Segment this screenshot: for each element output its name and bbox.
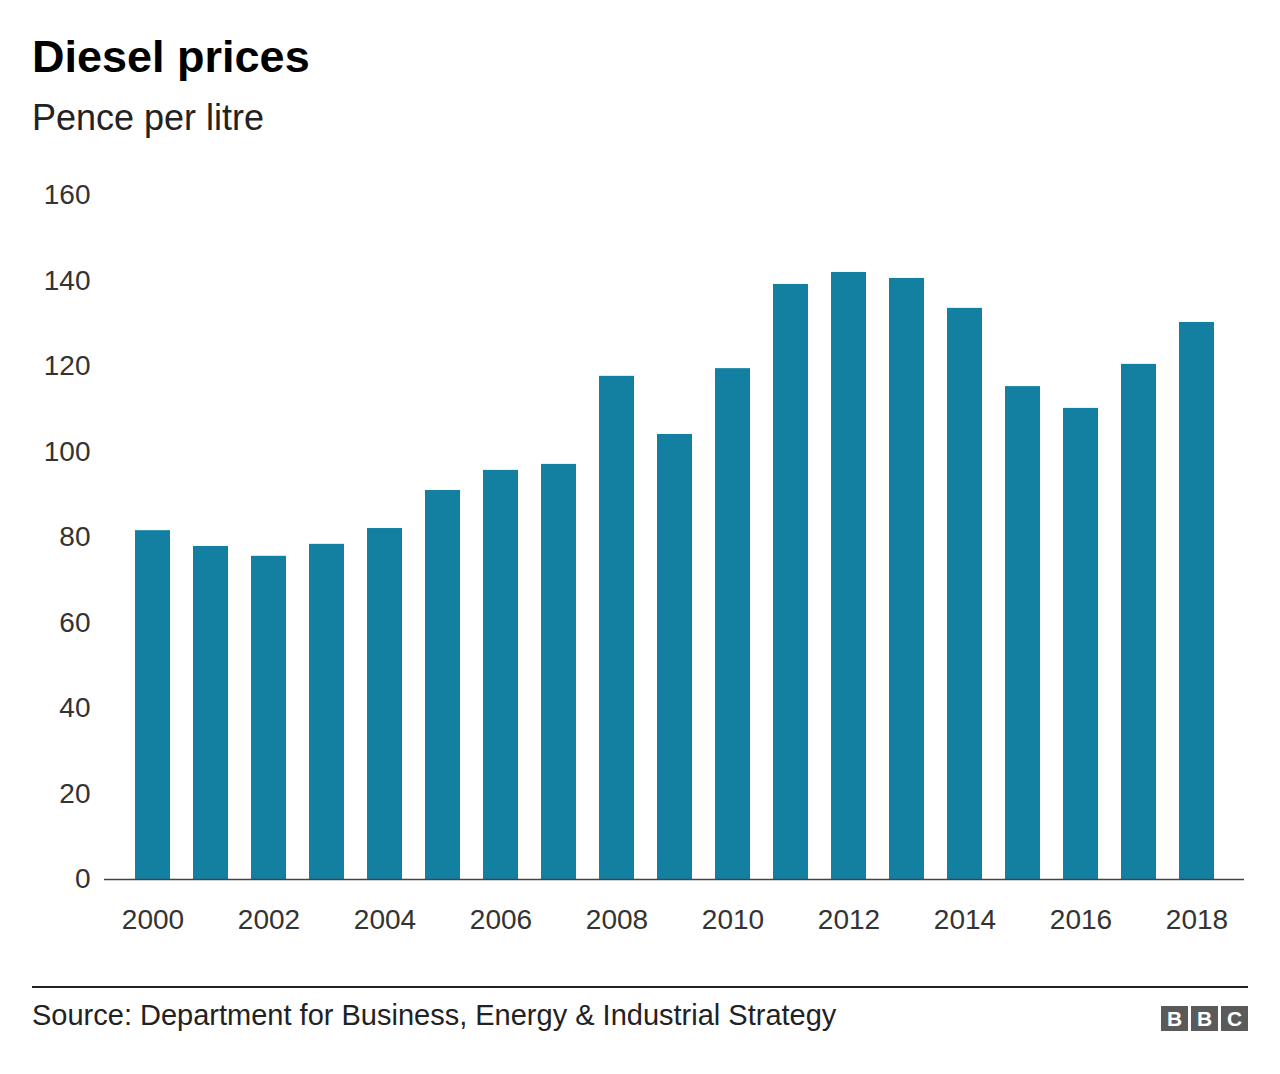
html-text:B: B (1196, 1007, 1213, 1030)
svg-text:140: 140 (44, 265, 91, 296)
svg-text:2014: 2014 (934, 904, 996, 935)
svg-text:120: 120 (44, 350, 91, 381)
html-text:B: B (1166, 1007, 1183, 1030)
html-text:Source: Department for Busines: Source: Department for Business, Energy … (32, 999, 837, 1031)
svg-text:2008: 2008 (586, 904, 648, 935)
svg-text:20: 20 (59, 778, 90, 809)
svg-text:0: 0 (75, 863, 91, 894)
html-text:Diesel prices: Diesel prices (32, 31, 310, 82)
svg-text:60: 60 (59, 607, 90, 638)
svg-text:2012: 2012 (818, 904, 880, 935)
svg-text:2002: 2002 (238, 904, 300, 935)
svg-text:160: 160 (44, 179, 91, 210)
svg-text:2018: 2018 (1166, 904, 1228, 935)
svg-text:100: 100 (44, 436, 91, 467)
svg-text:2000: 2000 (122, 904, 184, 935)
html-text:Pence per litre: Pence per litre (32, 97, 265, 138)
html-text:C: C (1226, 1007, 1243, 1030)
svg-text:2004: 2004 (354, 904, 416, 935)
svg-text:80: 80 (59, 521, 90, 552)
svg-text:2010: 2010 (702, 904, 764, 935)
svg-text:2016: 2016 (1050, 904, 1112, 935)
svg-text:2006: 2006 (470, 904, 532, 935)
svg-text:40: 40 (59, 692, 90, 723)
